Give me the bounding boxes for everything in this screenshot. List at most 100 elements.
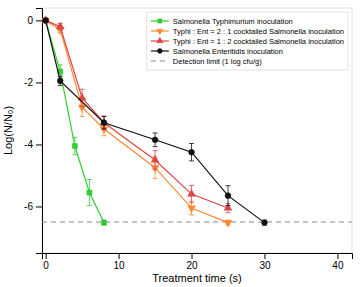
error-bar-cap xyxy=(72,154,77,155)
marker xyxy=(42,16,50,23)
y-axis-tick: -6 xyxy=(24,201,42,212)
error-bar xyxy=(153,133,158,147)
x-axis-tick-label: 30 xyxy=(259,260,271,271)
error-bar xyxy=(189,144,194,161)
error-bar-cap xyxy=(72,137,77,138)
error-bar xyxy=(58,76,63,85)
error-bar xyxy=(102,220,107,225)
error-bar xyxy=(262,220,267,225)
marker xyxy=(188,190,196,197)
y-axis-line xyxy=(36,9,43,254)
marker xyxy=(262,220,268,226)
error-bar-cap xyxy=(153,146,158,147)
error-bar-cap xyxy=(80,116,85,117)
x-axis-tick-mark xyxy=(46,253,47,259)
x-axis-tick: 0 xyxy=(43,253,49,271)
legend-label: Typhi : Ent = 2 : 1 cocktailed Salmonell… xyxy=(173,27,344,36)
legend-entry: Typhi : Ent = 2 : 1 cocktailed Salmonell… xyxy=(151,27,344,36)
error-bar-cap xyxy=(226,205,231,206)
x-axis-tick-label: 20 xyxy=(186,260,198,271)
x-axis-tick-label: 10 xyxy=(114,260,126,271)
error-bar-cap xyxy=(189,202,194,203)
legend-box xyxy=(147,12,348,70)
error-bar-cap xyxy=(189,214,194,215)
error-bar-cap xyxy=(153,169,158,170)
marker xyxy=(188,206,196,213)
marker xyxy=(189,149,195,155)
y-axis-tick-mark xyxy=(36,144,42,145)
marker xyxy=(43,18,49,24)
x-axis-tick-mark xyxy=(264,253,265,259)
legend-marker xyxy=(157,29,163,35)
x-axis: 0 10 20 30 40 xyxy=(43,253,353,271)
error-bar xyxy=(72,137,77,154)
marker xyxy=(151,155,159,162)
error-bar-cap xyxy=(58,64,63,65)
marker xyxy=(87,190,92,195)
y-axis-tick-mark xyxy=(36,82,42,83)
legend-entry: Salmonella Enteritidis inoculation xyxy=(151,47,283,56)
x-axis-line xyxy=(43,254,353,260)
error-bar-cap xyxy=(58,76,63,77)
y-axis-tick: -2 xyxy=(24,77,42,88)
y-axis-title: Log(N/N₀) xyxy=(2,106,14,155)
marker xyxy=(101,120,107,126)
error-bar-cap xyxy=(80,89,85,90)
legend-label: Typhi : Ent = 1 : 2 cocktailed Salmonell… xyxy=(173,37,344,46)
x-axis-title: Treatment time (s) xyxy=(152,272,241,284)
legend-marker xyxy=(158,19,162,23)
marker xyxy=(224,220,232,227)
y-axis: 0 -2 -4 -6 xyxy=(24,9,42,254)
error-bar-cap xyxy=(87,179,92,180)
x-axis-tick: 10 xyxy=(114,253,126,271)
marker xyxy=(42,18,50,25)
legend-label: Salmonella Enteritidis inoculation xyxy=(173,47,283,56)
x-axis-tick: 20 xyxy=(186,253,198,271)
y-axis-tick: -4 xyxy=(24,139,42,150)
legend-entry: Typhi : Ent = 1 : 2 cocktailed Salmonell… xyxy=(151,37,344,46)
error-bar xyxy=(87,180,92,206)
error-bar xyxy=(102,116,107,130)
error-bar-cap xyxy=(102,115,107,116)
error-bar-cap xyxy=(87,205,92,206)
error-bar-cap xyxy=(58,85,63,86)
error-bar-cap xyxy=(102,129,107,130)
marker xyxy=(56,22,64,29)
error-bar-cap xyxy=(189,143,194,144)
error-bar-cap xyxy=(80,106,85,107)
y-axis-tick-label: -4 xyxy=(24,139,33,150)
error-bar-cap xyxy=(58,29,63,30)
error-bar-cap xyxy=(189,185,194,186)
error-bar-cap xyxy=(153,178,158,179)
error-bar-cap xyxy=(189,160,194,161)
error-bar-cap xyxy=(102,135,107,136)
plot-frame xyxy=(42,8,352,253)
x-axis-tick-label: 40 xyxy=(332,260,344,271)
error-bar-cap xyxy=(102,128,107,129)
y-axis-tick: 0 xyxy=(27,15,42,26)
reference-line xyxy=(42,221,352,222)
x-axis-tick: 40 xyxy=(332,253,344,271)
x-axis-tick-label: 0 xyxy=(43,260,49,271)
legend-entry: Salmonella Typhimurium inoculation xyxy=(151,17,293,26)
legend-label: Salmonella Typhimurium inoculation xyxy=(173,17,293,26)
marker xyxy=(43,18,48,23)
series-line xyxy=(46,20,104,222)
marker xyxy=(152,137,158,143)
x-axis-tick: 30 xyxy=(259,253,271,271)
legend-marker xyxy=(157,37,163,43)
legend: Salmonella Typhimurium inoculationTyphi … xyxy=(147,12,348,70)
marker xyxy=(101,220,106,225)
error-bar-cap xyxy=(153,150,158,151)
chart: 0 10 20 30 40 0 -2 -4 -6 Treatment time (s) Log(N/… xyxy=(0,0,360,287)
legend-label: Detection limit (1 log cfu/g) xyxy=(173,57,262,66)
error-bar xyxy=(102,117,107,129)
y-axis-tick-mark xyxy=(36,20,42,21)
legend-marker xyxy=(157,49,162,54)
x-axis-tick-mark xyxy=(119,253,120,259)
error-bar-cap xyxy=(102,116,107,117)
error-bar xyxy=(226,186,231,206)
error-bar-cap xyxy=(153,132,158,133)
y-axis-tick-label: -2 xyxy=(24,77,33,88)
marker xyxy=(72,143,77,148)
